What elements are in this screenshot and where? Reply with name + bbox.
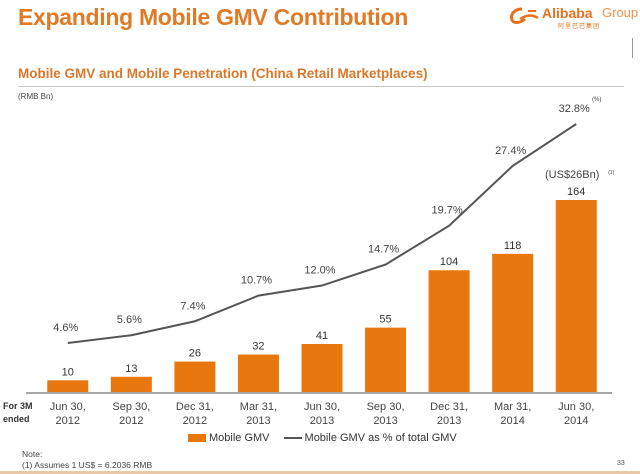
slide-title: Expanding Mobile GMV Contribution [18, 4, 409, 30]
logo-chinese-text: 阿里巴巴集团 [558, 24, 601, 30]
x-tick-label: Mar 31, [240, 401, 277, 413]
subtitle-divider [18, 86, 624, 87]
bar-mobile-gmv [301, 344, 343, 392]
x-tick-label: Mar 31, [494, 401, 531, 413]
period-label-line2: ended [3, 414, 30, 424]
chart-title: Mobile GMV and Mobile Penetration (China… [18, 66, 428, 81]
bar-mobile-gmv [555, 200, 597, 392]
x-tick-label-year: 2013 [246, 415, 270, 427]
x-tick-label-year: 2013 [310, 415, 334, 427]
x-tick-label: Dec 31, [430, 401, 468, 413]
usd-annotation: (US$26Bn) [545, 169, 599, 181]
bar-value-label: 55 [379, 314, 391, 326]
x-tick-label: Jun 30, [558, 401, 594, 413]
bottom-border [0, 471, 640, 474]
logo-brand-text: Alibaba [542, 5, 593, 21]
line-value-label: 4.6% [53, 322, 78, 334]
bar-value-label: 118 [504, 240, 522, 252]
right-axis-unit: (%) [592, 97, 602, 103]
x-tick-label: Jun 30, [50, 401, 86, 413]
line-value-label: 7.4% [180, 300, 205, 312]
x-tick-label-year: 2013 [437, 415, 461, 427]
line-value-label: 10.7% [241, 275, 272, 287]
footnote-marker: (1) [608, 170, 614, 176]
bar-value-label: 32 [252, 341, 264, 353]
x-tick-label: Sep 30, [367, 401, 405, 413]
bar-mobile-gmv [237, 354, 279, 392]
page-number: 33 [617, 460, 625, 467]
line-value-label: 5.6% [117, 314, 142, 326]
note-1: (1) Assumes 1 US$ = 6.2036 RMB [22, 460, 153, 470]
bar-value-label: 104 [440, 256, 458, 268]
logo-group-text: Group [602, 5, 639, 20]
bar-mobile-gmv [174, 361, 216, 392]
divider-mark [632, 38, 633, 58]
period-label: For 3M ended [3, 400, 33, 426]
x-tick-label-year: 2014 [564, 415, 588, 427]
x-tick-label-year: 2014 [500, 415, 524, 427]
left-axis-unit: (RMB Bn) [18, 92, 54, 101]
bar-value-label: 164 [567, 186, 585, 198]
bar-value-label: 10 [62, 366, 74, 378]
x-tick-label: Sep 30, [112, 401, 150, 413]
bar-mobile-gmv [47, 380, 89, 392]
bar-value-label: 26 [189, 348, 201, 360]
note-heading: Note: [22, 449, 43, 459]
line-value-label: 14.7% [368, 244, 399, 256]
line-value-label: 32.8% [559, 103, 590, 115]
alibaba-logo: Alibaba Group 阿里巴巴集团 [508, 5, 639, 30]
legend-line-swatch [283, 437, 302, 439]
period-label-line1: For 3M [3, 401, 33, 411]
x-tick-label-year: 2012 [119, 415, 143, 427]
legend-bar-label: Mobile GMV [209, 432, 270, 444]
bar-value-label: 13 [125, 363, 137, 375]
footnote: Note: (1) Assumes 1 US$ = 6.2036 RMB [22, 449, 152, 471]
x-tick-label-year: 2013 [373, 415, 397, 427]
legend-line-label: Mobile GMV as % of total GMV [304, 432, 457, 444]
line-value-label: 19.7% [432, 205, 463, 217]
bar-mobile-gmv [428, 270, 470, 392]
bar-mobile-gmv [365, 327, 407, 392]
bar-value-label: 41 [316, 330, 328, 342]
chart-legend: Mobile GMV Mobile GMV as % of total GMV [188, 432, 457, 444]
x-tick-label: Dec 31, [176, 401, 214, 413]
line-value-label: 12.0% [304, 265, 335, 277]
alibaba-logo-icon [510, 7, 539, 24]
line-mobile-penetration [67, 123, 577, 344]
bar-mobile-gmv [110, 376, 152, 392]
legend-bar-swatch [188, 434, 206, 442]
x-tick-label: Jun 30, [304, 401, 340, 413]
bar-mobile-gmv [492, 253, 534, 392]
x-tick-label-year: 2012 [56, 415, 80, 427]
x-tick-label-year: 2012 [183, 415, 207, 427]
line-value-label: 27.4% [495, 145, 526, 157]
